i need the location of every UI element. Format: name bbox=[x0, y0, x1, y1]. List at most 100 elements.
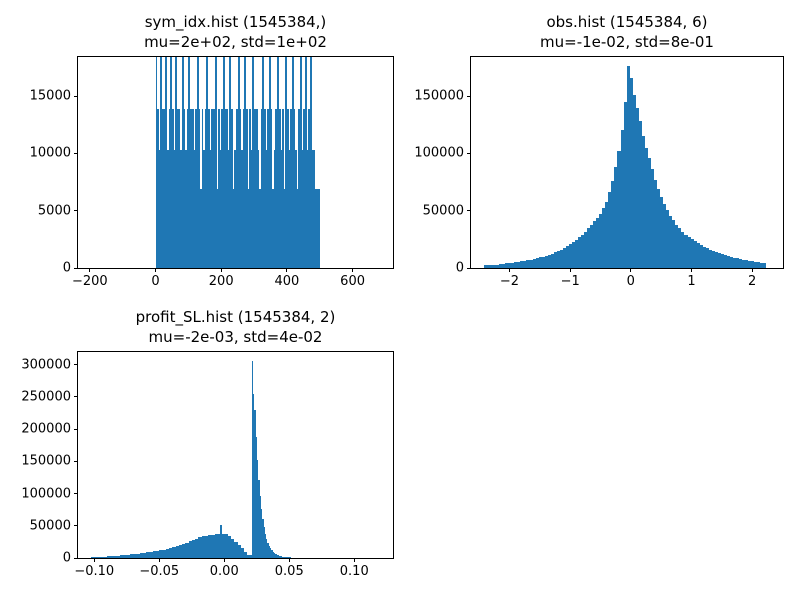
histogram-bar bbox=[311, 149, 314, 268]
x-tick bbox=[286, 268, 288, 272]
subtitle-line: mu=-2e-03, std=4e-02 bbox=[148, 328, 323, 346]
y-tick-label: 150000 bbox=[21, 453, 71, 469]
histogram-bar bbox=[270, 108, 273, 268]
histogram-bar bbox=[282, 556, 285, 558]
histogram-bar bbox=[255, 436, 258, 558]
y-tick-label: 0 bbox=[62, 550, 71, 566]
subtitle-line: mu=2e+02, std=1e+02 bbox=[144, 33, 327, 51]
y-tick bbox=[74, 267, 78, 269]
histogram-bar bbox=[237, 57, 240, 268]
histogram-bar bbox=[209, 149, 212, 268]
histogram-bar bbox=[181, 57, 184, 268]
histogram-bar bbox=[690, 239, 694, 268]
histogram-bar bbox=[190, 108, 192, 268]
histogram-bar bbox=[288, 149, 291, 268]
histogram-bar bbox=[186, 108, 189, 268]
x-tick bbox=[158, 558, 160, 562]
histogram-bar bbox=[644, 147, 649, 268]
histogram-bar bbox=[662, 203, 667, 268]
histogram-bar bbox=[268, 545, 271, 558]
x-tick-label: −200 bbox=[71, 274, 108, 289]
histogram-bar bbox=[217, 533, 222, 558]
histogram-bar bbox=[760, 262, 764, 268]
histogram-bar bbox=[493, 264, 497, 268]
y-tick bbox=[74, 210, 78, 212]
x-tick-label: −0.05 bbox=[139, 564, 180, 579]
histogram-bar bbox=[264, 533, 267, 558]
histogram-bar bbox=[735, 258, 740, 268]
histogram-bar bbox=[747, 260, 752, 268]
histogram-bar bbox=[318, 188, 321, 268]
histogram-bar bbox=[514, 262, 518, 268]
title-line: obs.hist (1545384, 6) bbox=[546, 13, 708, 31]
histogram-bar bbox=[508, 263, 512, 268]
histogram-bar bbox=[285, 557, 287, 558]
y-tick bbox=[74, 493, 78, 495]
x-tick-label: 400 bbox=[274, 274, 300, 289]
histogram-bar bbox=[237, 545, 241, 558]
histogram-bar bbox=[487, 265, 491, 268]
histogram-bar bbox=[587, 228, 591, 268]
histogram-bar bbox=[234, 541, 238, 558]
histogram-bar bbox=[104, 556, 108, 558]
histogram-bar bbox=[155, 57, 158, 268]
histogram-bar bbox=[669, 215, 673, 268]
histogram-bar bbox=[490, 265, 494, 268]
histogram-bar bbox=[94, 557, 98, 558]
x-tick-label: 0.05 bbox=[274, 564, 304, 579]
histogram-bar bbox=[284, 557, 286, 558]
histogram-bar bbox=[214, 534, 219, 558]
histogram-bar bbox=[620, 130, 624, 268]
histogram-bar bbox=[295, 149, 298, 268]
histogram-bar bbox=[316, 188, 319, 268]
x-tick-label: 1 bbox=[687, 274, 696, 289]
histogram-bar bbox=[280, 149, 283, 268]
histogram-bar bbox=[220, 524, 223, 558]
histogram-bar bbox=[252, 393, 255, 558]
histogram-bar bbox=[286, 557, 289, 558]
histogram-bar bbox=[204, 535, 209, 558]
histogram-bar bbox=[738, 259, 743, 268]
histogram-bar bbox=[656, 188, 661, 268]
histogram-bar bbox=[226, 108, 229, 268]
subplot-sym-idx: sym_idx.hist (1545384,) mu=2e+02, std=1e… bbox=[30, 13, 393, 288]
histogram-bar bbox=[278, 108, 281, 268]
histogram-bar bbox=[169, 547, 173, 558]
histogram-bar bbox=[250, 149, 253, 268]
y-tick-label: 10000 bbox=[29, 145, 71, 161]
title-line: sym_idx.hist (1545384,) bbox=[144, 13, 327, 31]
histogram-bar bbox=[254, 108, 256, 268]
histogram-bar bbox=[107, 556, 111, 558]
y-tick-label: 250000 bbox=[21, 389, 71, 405]
histogram-bar bbox=[130, 554, 134, 558]
histogram-bar bbox=[550, 253, 555, 268]
chart-title-obs: obs.hist (1545384, 6) mu=-1e-02, std=8e-… bbox=[411, 12, 800, 52]
histogram-bar bbox=[219, 149, 222, 268]
histogram-bar bbox=[281, 556, 284, 558]
histogram-bar bbox=[296, 188, 299, 268]
histogram-bar bbox=[653, 179, 658, 268]
histogram-bar bbox=[538, 257, 542, 268]
histogram-bar bbox=[273, 552, 276, 558]
histogram-bar bbox=[224, 534, 228, 558]
y-tick bbox=[74, 428, 78, 430]
histogram-bar bbox=[229, 57, 232, 268]
histogram-bar bbox=[257, 149, 260, 268]
histogram-bar bbox=[672, 220, 676, 268]
histogram-bar bbox=[496, 264, 500, 268]
histogram-bar bbox=[286, 108, 289, 268]
histogram-bar bbox=[629, 77, 633, 268]
y-tick-label: 0 bbox=[62, 260, 71, 276]
histogram-bar bbox=[97, 557, 102, 558]
title-line: profit_SL.hist (1545384, 2) bbox=[135, 308, 336, 326]
histogram-bar bbox=[687, 237, 691, 268]
histogram-bar bbox=[204, 108, 207, 268]
histogram-bar bbox=[559, 249, 564, 268]
histogram-bar bbox=[666, 210, 670, 268]
histogram-bar bbox=[272, 551, 274, 558]
histogram-bar bbox=[544, 255, 549, 268]
histogram-bar bbox=[201, 108, 204, 268]
histogram-bar bbox=[222, 57, 225, 268]
histogram-bar bbox=[243, 551, 248, 558]
histogram-bar bbox=[505, 263, 509, 268]
